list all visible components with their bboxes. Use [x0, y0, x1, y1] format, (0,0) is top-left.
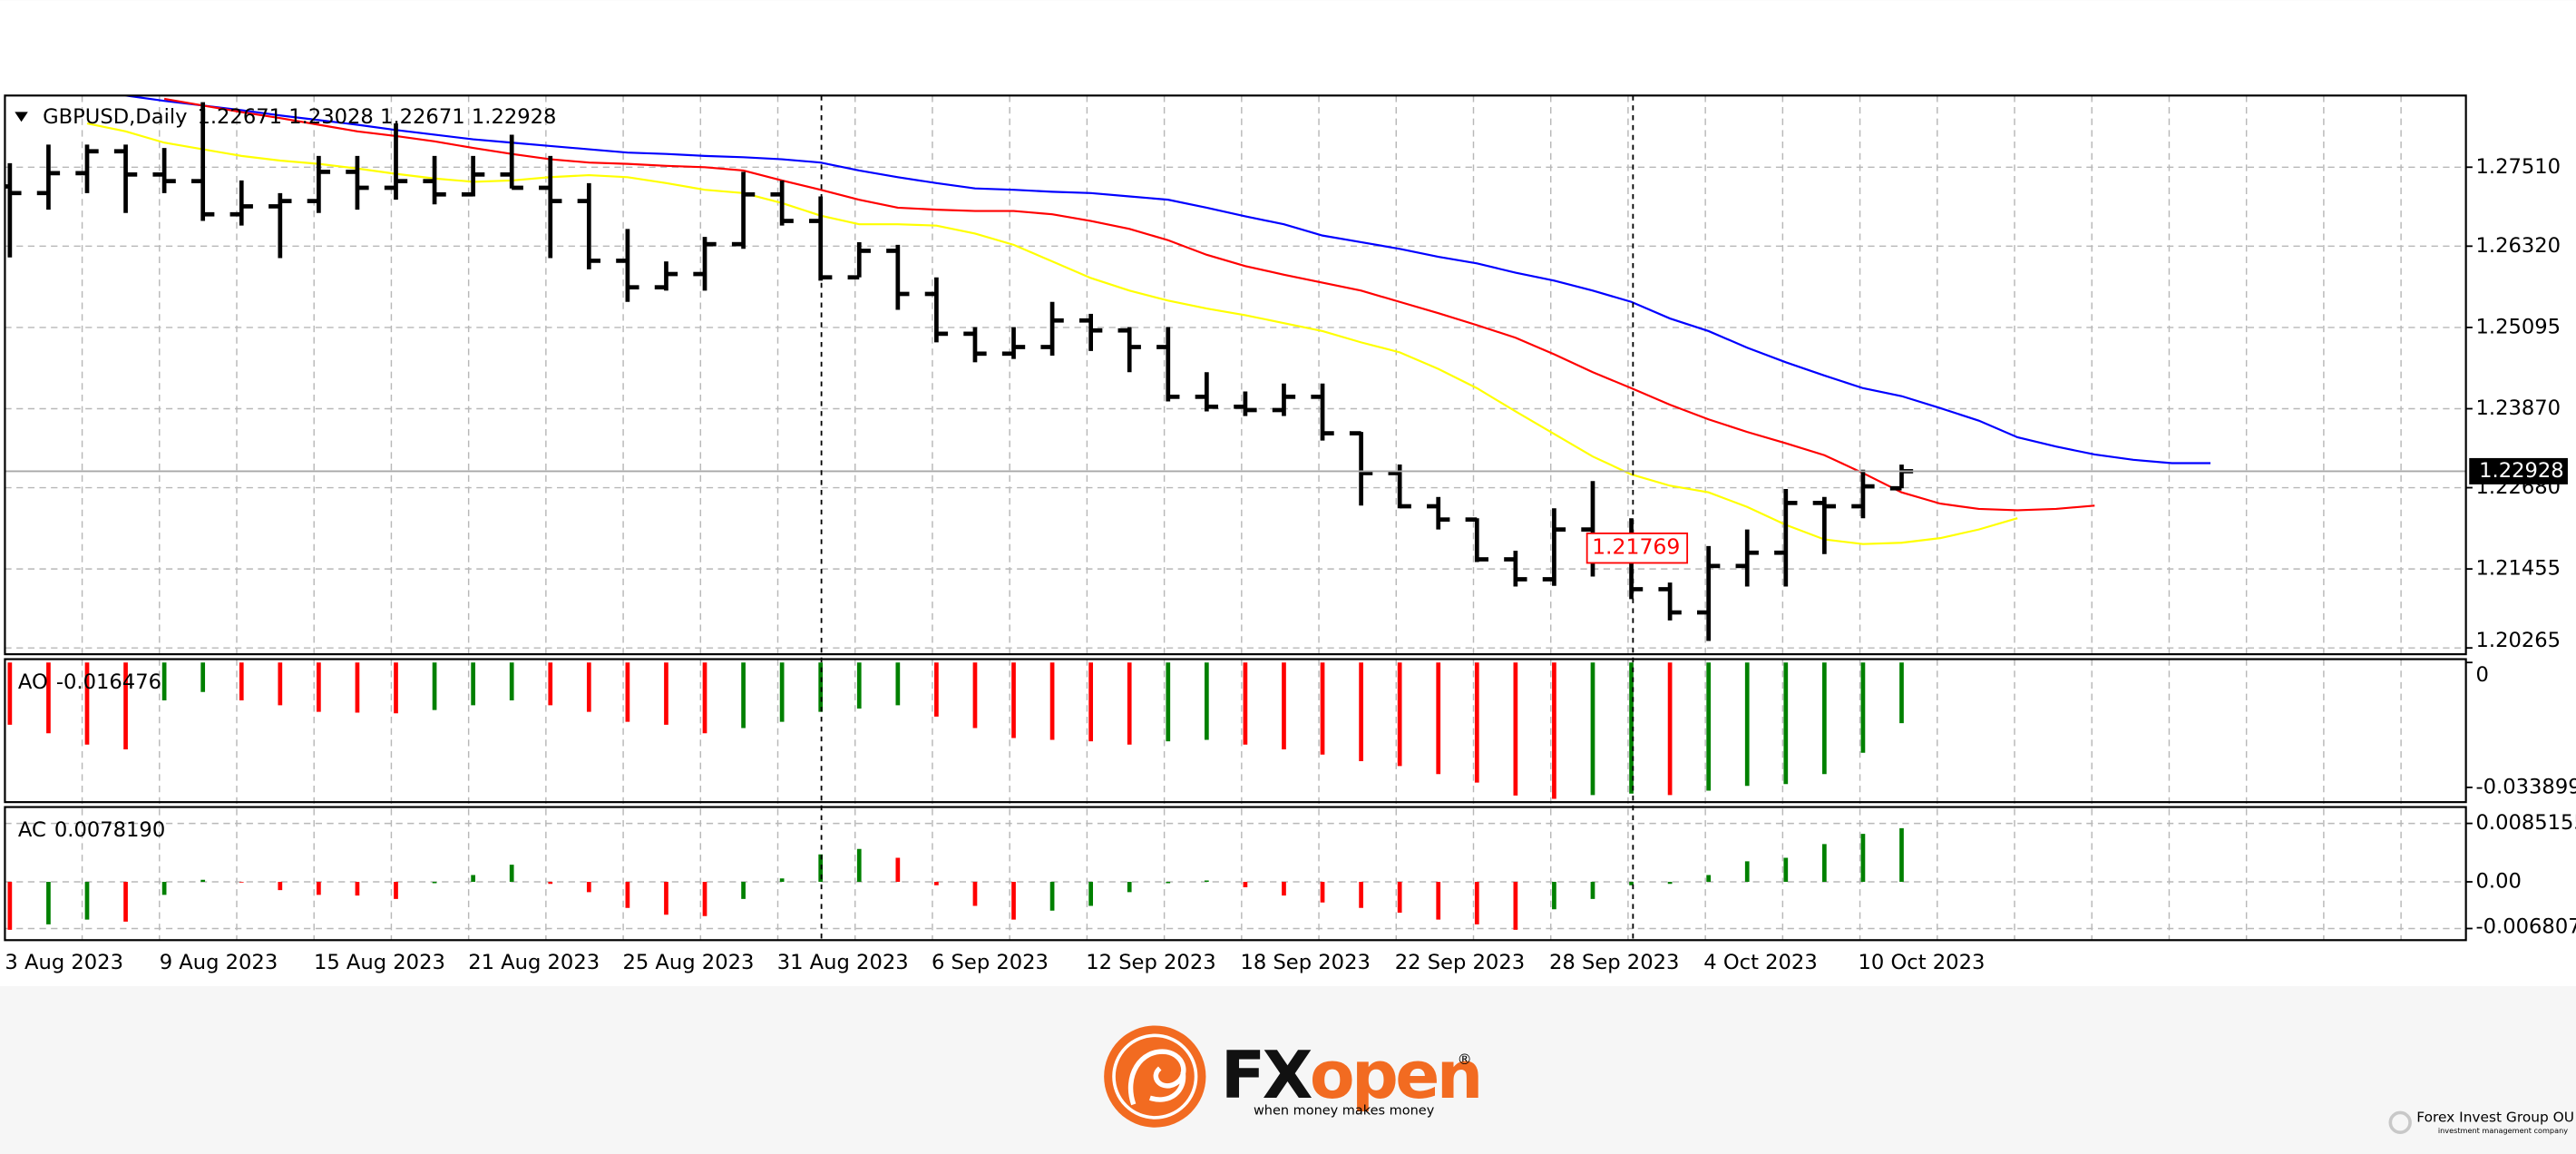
vertical-grid — [81, 95, 2402, 941]
ac-header: AC 0.0078190 — [18, 817, 165, 841]
x-tick-label: 3 Aug 2023 — [5, 951, 123, 974]
tagline: when money makes money — [1254, 1104, 1435, 1119]
chart-background — [0, 0, 2576, 986]
current-price-label: 1.22928 — [2479, 459, 2564, 483]
ao-last: -0.016476 — [56, 670, 161, 693]
price-frame — [4, 94, 2467, 656]
y-tick-label: 1.21455 — [2476, 557, 2561, 581]
y-tick-label: 1.26320 — [2476, 234, 2561, 258]
price-panel — [5, 95, 2466, 649]
x-tick-label: 28 Sep 2023 — [1549, 951, 1679, 974]
current-price-box — [2469, 457, 2568, 484]
ac-last: 0.0078190 — [54, 817, 165, 841]
brand-open: open — [1310, 1038, 1480, 1114]
price-annotation: 1.21769 — [1592, 534, 1680, 560]
y-tick-label: -0.006807 — [2476, 914, 2576, 938]
last-open: 1.22671 — [197, 104, 282, 128]
y-tick-label: 0.00 — [2476, 870, 2522, 894]
x-tick-label: 18 Sep 2023 — [1240, 951, 1370, 974]
x-tick-label: 9 Aug 2023 — [160, 951, 278, 974]
alligator-line — [125, 95, 2211, 465]
x-tick-label: 15 Aug 2023 — [314, 951, 445, 974]
x-tick-label: 12 Sep 2023 — [1086, 951, 1215, 974]
brand-fx: FX — [1221, 1038, 1312, 1114]
x-tick-label: 25 Aug 2023 — [622, 951, 754, 974]
price-annotation-box — [1586, 532, 1689, 564]
x-tick-label: 6 Sep 2023 — [932, 951, 1049, 974]
y-tick-label: 1.23870 — [2476, 396, 2561, 420]
brand: FXopen — [1221, 1038, 1480, 1114]
ac-panel — [5, 822, 2466, 930]
y-tick-label: 1.20265 — [2476, 629, 2561, 652]
group-sub: investment management company — [2438, 1126, 2568, 1135]
x-tick-label: 21 Aug 2023 — [468, 951, 600, 974]
y-tick-label: 0 — [2476, 663, 2489, 687]
x-tick-label: 10 Oct 2023 — [1858, 951, 1985, 974]
axes: 3 Aug 2023 9 Aug 2023 15 Aug 2023 21 Aug 20… — [5, 155, 2576, 974]
ao-frame — [4, 658, 2467, 804]
collapse-icon — [15, 112, 28, 122]
alligator-line — [86, 122, 2018, 545]
ac-title: AC — [18, 817, 46, 841]
ao-header: AO -0.016476 — [18, 670, 161, 693]
ac-frame — [4, 806, 2467, 942]
logo-dragon — [1127, 1049, 1186, 1106]
x-tick-label: 31 Aug 2023 — [777, 951, 909, 974]
symbol-title: GBPUSD,Daily — [43, 104, 187, 128]
last-high: 1.23028 — [288, 104, 374, 128]
overlays: 1.22928 1.21769 — [1586, 457, 2568, 564]
last-low: 1.22671 — [380, 104, 465, 128]
y-tick-label: 0.0085155 — [2476, 811, 2576, 835]
logo-ring — [1112, 1033, 1198, 1120]
y-tick-label: 1.25095 — [2476, 315, 2561, 338]
ao-title: AO — [18, 670, 48, 693]
group-icon — [2388, 1110, 2412, 1135]
y-tick-label: 1.27510 — [2476, 155, 2561, 179]
group-name: Forex Invest Group OU — [2416, 1109, 2574, 1125]
fxopen-logo: FXopen ® when money makes money — [1104, 1025, 1483, 1128]
price-header: GBPUSD,Daily 1.22671 1.23028 1.22671 1.22928 — [43, 104, 556, 128]
ao-panel — [7, 662, 1904, 799]
x-tick-label: 22 Sep 2023 — [1395, 951, 1525, 974]
registered: ® — [1458, 1051, 1472, 1068]
x-tick-label: 4 Oct 2023 — [1703, 951, 1817, 974]
last-close: 1.22928 — [472, 104, 557, 128]
alligator-line — [163, 97, 2095, 512]
y-tick-label: -0.033899 — [2476, 775, 2576, 798]
